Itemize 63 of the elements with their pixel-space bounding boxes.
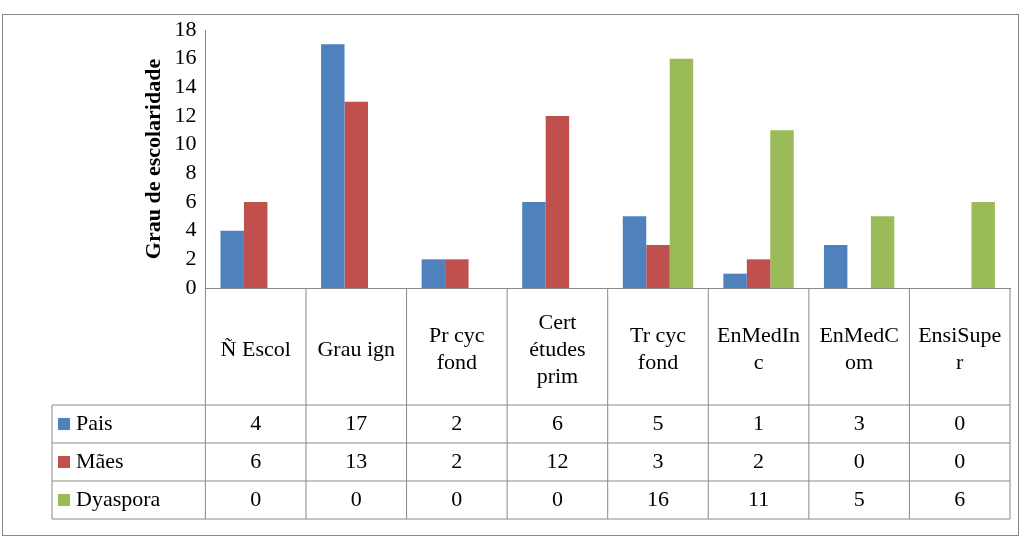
legend-label: Dyaspora xyxy=(76,485,161,511)
data-label: 6 xyxy=(551,409,563,435)
data-label: 4 xyxy=(250,409,262,435)
y-tick-label: 10 xyxy=(174,130,197,156)
y-tick-label: 6 xyxy=(185,187,197,213)
y-tick-label: 4 xyxy=(185,216,197,242)
y-tick-label: 16 xyxy=(174,44,197,70)
x-tick-label: Ñ Escol xyxy=(220,335,291,361)
bar xyxy=(545,116,570,288)
x-tick-label: EnMedInc xyxy=(717,322,801,375)
bar xyxy=(770,130,794,288)
legend-label: Mães xyxy=(76,447,124,473)
data-label: 2 xyxy=(753,447,765,473)
data-label: 3 xyxy=(652,447,664,473)
x-tick-label: Tr cyc fond xyxy=(629,322,687,375)
y-tick-label: 12 xyxy=(174,101,197,127)
bar xyxy=(669,58,694,288)
data-label: 1 xyxy=(753,409,765,435)
data-label: 0 xyxy=(853,447,865,473)
data-label: 6 xyxy=(954,485,966,511)
bar xyxy=(344,101,368,288)
data-label: 16 xyxy=(646,485,669,511)
bar xyxy=(321,44,345,288)
bar xyxy=(522,202,546,288)
data-label: 17 xyxy=(345,409,368,435)
legend-label: Pais xyxy=(76,409,113,435)
data-label: 2 xyxy=(451,409,463,435)
data-label: 12 xyxy=(546,447,569,473)
bar xyxy=(746,259,771,288)
x-tick-label: Cert études prim xyxy=(529,308,586,388)
x-tick-label: EnsiSuper xyxy=(918,322,1002,375)
bar xyxy=(823,245,848,288)
bar xyxy=(421,259,446,288)
x-tick-label: Pr cyc fond xyxy=(429,322,485,375)
bar xyxy=(870,216,895,288)
data-label: 11 xyxy=(747,485,770,511)
x-tick-label: Grau ign xyxy=(317,335,396,361)
bar xyxy=(243,202,268,288)
bar xyxy=(971,202,995,288)
data-label: 3 xyxy=(853,409,865,435)
data-label: 0 xyxy=(954,447,966,473)
data-label: 2 xyxy=(451,447,463,473)
data-label: 5 xyxy=(853,485,865,511)
y-tick-label: 14 xyxy=(174,73,197,99)
data-label: 0 xyxy=(551,485,563,511)
bar xyxy=(622,216,647,288)
data-label: 0 xyxy=(451,485,463,511)
bar xyxy=(723,273,747,288)
data-label: 0 xyxy=(250,485,262,511)
bar xyxy=(445,259,469,288)
y-tick-label: 8 xyxy=(185,159,197,185)
y-tick-label: 18 xyxy=(174,15,197,41)
data-label: 5 xyxy=(652,409,664,435)
data-label: 6 xyxy=(250,447,262,473)
data-label: 0 xyxy=(954,409,966,435)
y-axis-title: Grau de escolaridade xyxy=(139,58,165,260)
bar xyxy=(220,230,244,288)
bar xyxy=(646,245,670,288)
x-tick-label: EnMedCom xyxy=(819,322,899,375)
y-tick-label: 0 xyxy=(185,273,197,299)
data-label: 13 xyxy=(345,447,368,473)
data-label: 0 xyxy=(350,485,362,511)
y-tick-label: 2 xyxy=(185,245,197,271)
